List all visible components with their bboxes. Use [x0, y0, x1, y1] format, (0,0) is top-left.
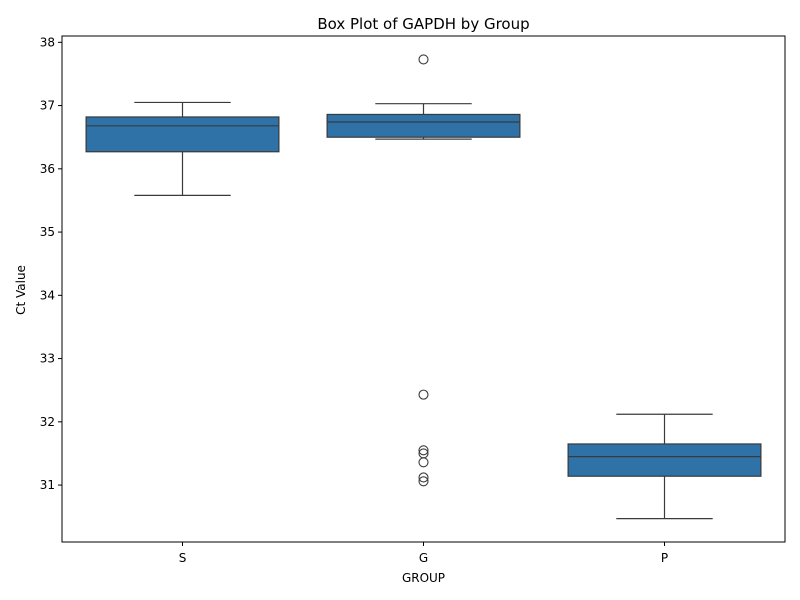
y-tick-label: 36: [40, 162, 55, 176]
outlier-point: [418, 445, 429, 456]
y-tick-label: 31: [40, 478, 55, 492]
chart-title: Box Plot of GAPDH by Group: [317, 15, 529, 33]
y-axis: 31 32 33 34 35 36 37 38: [40, 35, 62, 492]
box-group-P: [567, 413, 762, 520]
x-tick-label: S: [179, 551, 187, 565]
box-group-S: [85, 101, 280, 196]
y-tick-label: 33: [40, 352, 55, 366]
y-tick-label: 35: [40, 225, 55, 239]
outlier-point: [418, 457, 429, 468]
box-group-G: [326, 54, 521, 487]
outlier-point: [418, 472, 429, 483]
y-tick-label: 32: [40, 415, 55, 429]
plot-marks: [85, 54, 762, 520]
y-axis-label: Ct Value: [14, 265, 28, 315]
iqr-box: [567, 443, 762, 477]
iqr-box: [85, 116, 280, 153]
outlier-point: [418, 389, 429, 400]
outlier-point: [418, 54, 429, 65]
x-axis-label: GROUP: [402, 571, 445, 585]
iqr-box: [326, 113, 521, 138]
outlier-point: [418, 476, 429, 487]
x-tick-label: P: [661, 551, 668, 565]
x-tick-label: G: [419, 551, 428, 565]
y-tick-label: 38: [40, 35, 55, 49]
y-tick-label: 34: [40, 288, 55, 302]
y-tick-label: 37: [40, 99, 55, 113]
